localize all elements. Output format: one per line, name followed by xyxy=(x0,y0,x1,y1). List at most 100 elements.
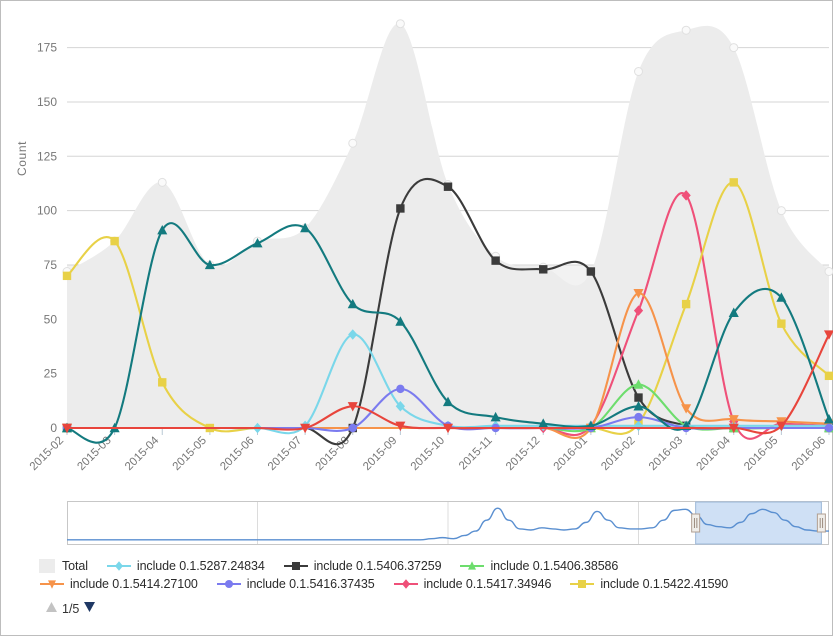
legend-item[interactable]: Total xyxy=(39,559,88,573)
x-tick-label: 2015-03 xyxy=(75,435,113,473)
series-line xyxy=(65,222,831,444)
data-point xyxy=(633,401,644,411)
legend-item[interactable]: include 0.1.5422.41590 xyxy=(569,577,728,591)
data-point xyxy=(776,206,786,216)
data-point xyxy=(347,298,358,309)
data-point xyxy=(347,402,358,412)
data-point xyxy=(729,43,739,53)
data-point xyxy=(491,256,500,265)
legend-marker-diamond-icon xyxy=(393,578,419,590)
legend-item[interactable]: include 0.1.5406.38586 xyxy=(459,559,618,573)
legend-label: include 0.1.5406.37259 xyxy=(313,559,442,573)
data-point xyxy=(634,412,643,422)
data-point xyxy=(539,265,548,274)
data-point xyxy=(776,292,787,302)
y-tick-label: 150 xyxy=(37,95,57,109)
data-point xyxy=(396,204,405,213)
data-point xyxy=(729,178,738,187)
data-point xyxy=(634,67,643,77)
data-point xyxy=(61,423,73,434)
data-point xyxy=(633,379,644,389)
data-point xyxy=(300,222,311,233)
legend-item[interactable]: include 0.1.5406.37259 xyxy=(283,559,442,573)
data-point xyxy=(586,267,596,276)
range-sparkline xyxy=(67,507,829,541)
data-point xyxy=(681,404,692,414)
range-handle-body xyxy=(691,513,701,533)
y-tick-label: 0 xyxy=(50,421,57,435)
data-point xyxy=(777,319,786,328)
x-tick-label: 2016-01 xyxy=(552,435,590,473)
x-tick-label: 2015-06 xyxy=(218,435,256,473)
data-point xyxy=(728,307,739,317)
legend-label: include 0.1.5406.38586 xyxy=(490,559,619,573)
legend-label: include 0.1.5287.24834 xyxy=(136,559,265,573)
legend-label: include 0.1.5416.37435 xyxy=(246,577,375,591)
data-point xyxy=(633,289,644,299)
series-red-series xyxy=(61,330,833,435)
data-point xyxy=(110,236,119,246)
data-point xyxy=(396,384,405,394)
data-point xyxy=(443,182,453,191)
data-point xyxy=(681,299,691,309)
legend-marker-triangle-up-icon xyxy=(459,560,485,572)
data-point xyxy=(442,423,454,434)
legend-swatch-total xyxy=(39,559,55,573)
legend-marker-square-icon xyxy=(283,560,309,572)
series-area-total xyxy=(67,23,829,428)
legend-label: include 0.1.5417.34946 xyxy=(423,577,552,591)
triangle-up-icon[interactable] xyxy=(45,601,58,616)
x-tick-label: 2015-02 xyxy=(28,435,66,473)
data-point xyxy=(395,421,406,432)
legend-row-1: Total include 0.1.5287.24834 include 0.1.5… xyxy=(39,559,829,573)
legend-label: include 0.1.5422.41590 xyxy=(600,577,729,591)
range-handle-body xyxy=(816,513,826,533)
legend-item[interactable]: include 0.1.5417.34946 xyxy=(393,577,552,591)
data-point xyxy=(490,411,501,422)
range-selection xyxy=(695,501,822,545)
data-point xyxy=(348,329,358,340)
range-selector[interactable] xyxy=(67,501,829,545)
pager-text: 1/5 xyxy=(62,601,80,616)
data-point xyxy=(157,224,168,235)
legend-row-2: include 0.1.5414.27100 include 0.1.5416.3… xyxy=(39,577,829,591)
legend-item[interactable]: include 0.1.5414.27100 xyxy=(39,577,198,591)
x-tick-label: 2015-12 xyxy=(504,435,542,473)
data-point xyxy=(252,237,263,248)
y-tick-label: 75 xyxy=(44,258,58,272)
legend-label: include 0.1.5414.27100 xyxy=(70,577,198,591)
legend-marker-triangle-down-icon xyxy=(39,578,65,590)
legend-label: Total xyxy=(62,559,88,573)
chart-plot-svg[interactable]: 0 25 50 75 100 125 150 175 2015-02 2015-03 2015-04… xyxy=(1,1,833,493)
data-point xyxy=(538,418,549,428)
data-point xyxy=(395,19,405,29)
y-tick-label: 25 xyxy=(44,367,58,381)
series-line xyxy=(65,333,831,435)
data-point xyxy=(634,393,643,402)
triangle-down-icon[interactable] xyxy=(83,601,96,616)
data-point xyxy=(776,421,787,432)
legend-item[interactable]: include 0.1.5287.24834 xyxy=(106,559,265,573)
x-tick-label: 2016-06 xyxy=(790,435,828,473)
data-point xyxy=(823,330,833,340)
data-point xyxy=(728,423,739,434)
data-point xyxy=(681,190,691,201)
x-tick-label: 2015-09 xyxy=(361,435,399,473)
data-point xyxy=(823,414,833,424)
legend-item[interactable]: include 0.1.5416.37435 xyxy=(216,577,375,591)
legend-marker-diamond-icon xyxy=(106,560,132,572)
data-point xyxy=(158,378,167,387)
data-point xyxy=(395,401,405,412)
x-tick-label: 2016-03 xyxy=(647,435,685,473)
x-tick-label: 2016-02 xyxy=(599,435,637,473)
data-point xyxy=(348,423,357,433)
range-handle xyxy=(691,513,701,533)
legend-marker-circle-icon xyxy=(216,578,242,590)
y-tick-label: 125 xyxy=(37,149,57,163)
range-selector-svg[interactable] xyxy=(67,501,829,545)
legend-pager[interactable]: 1/5 xyxy=(41,601,100,616)
data-point xyxy=(681,25,691,35)
data-point xyxy=(728,415,739,425)
main-chart[interactable]: Count 0 25 50 75 100 125 150 175 2015-02 2015-03 2… xyxy=(1,1,833,493)
